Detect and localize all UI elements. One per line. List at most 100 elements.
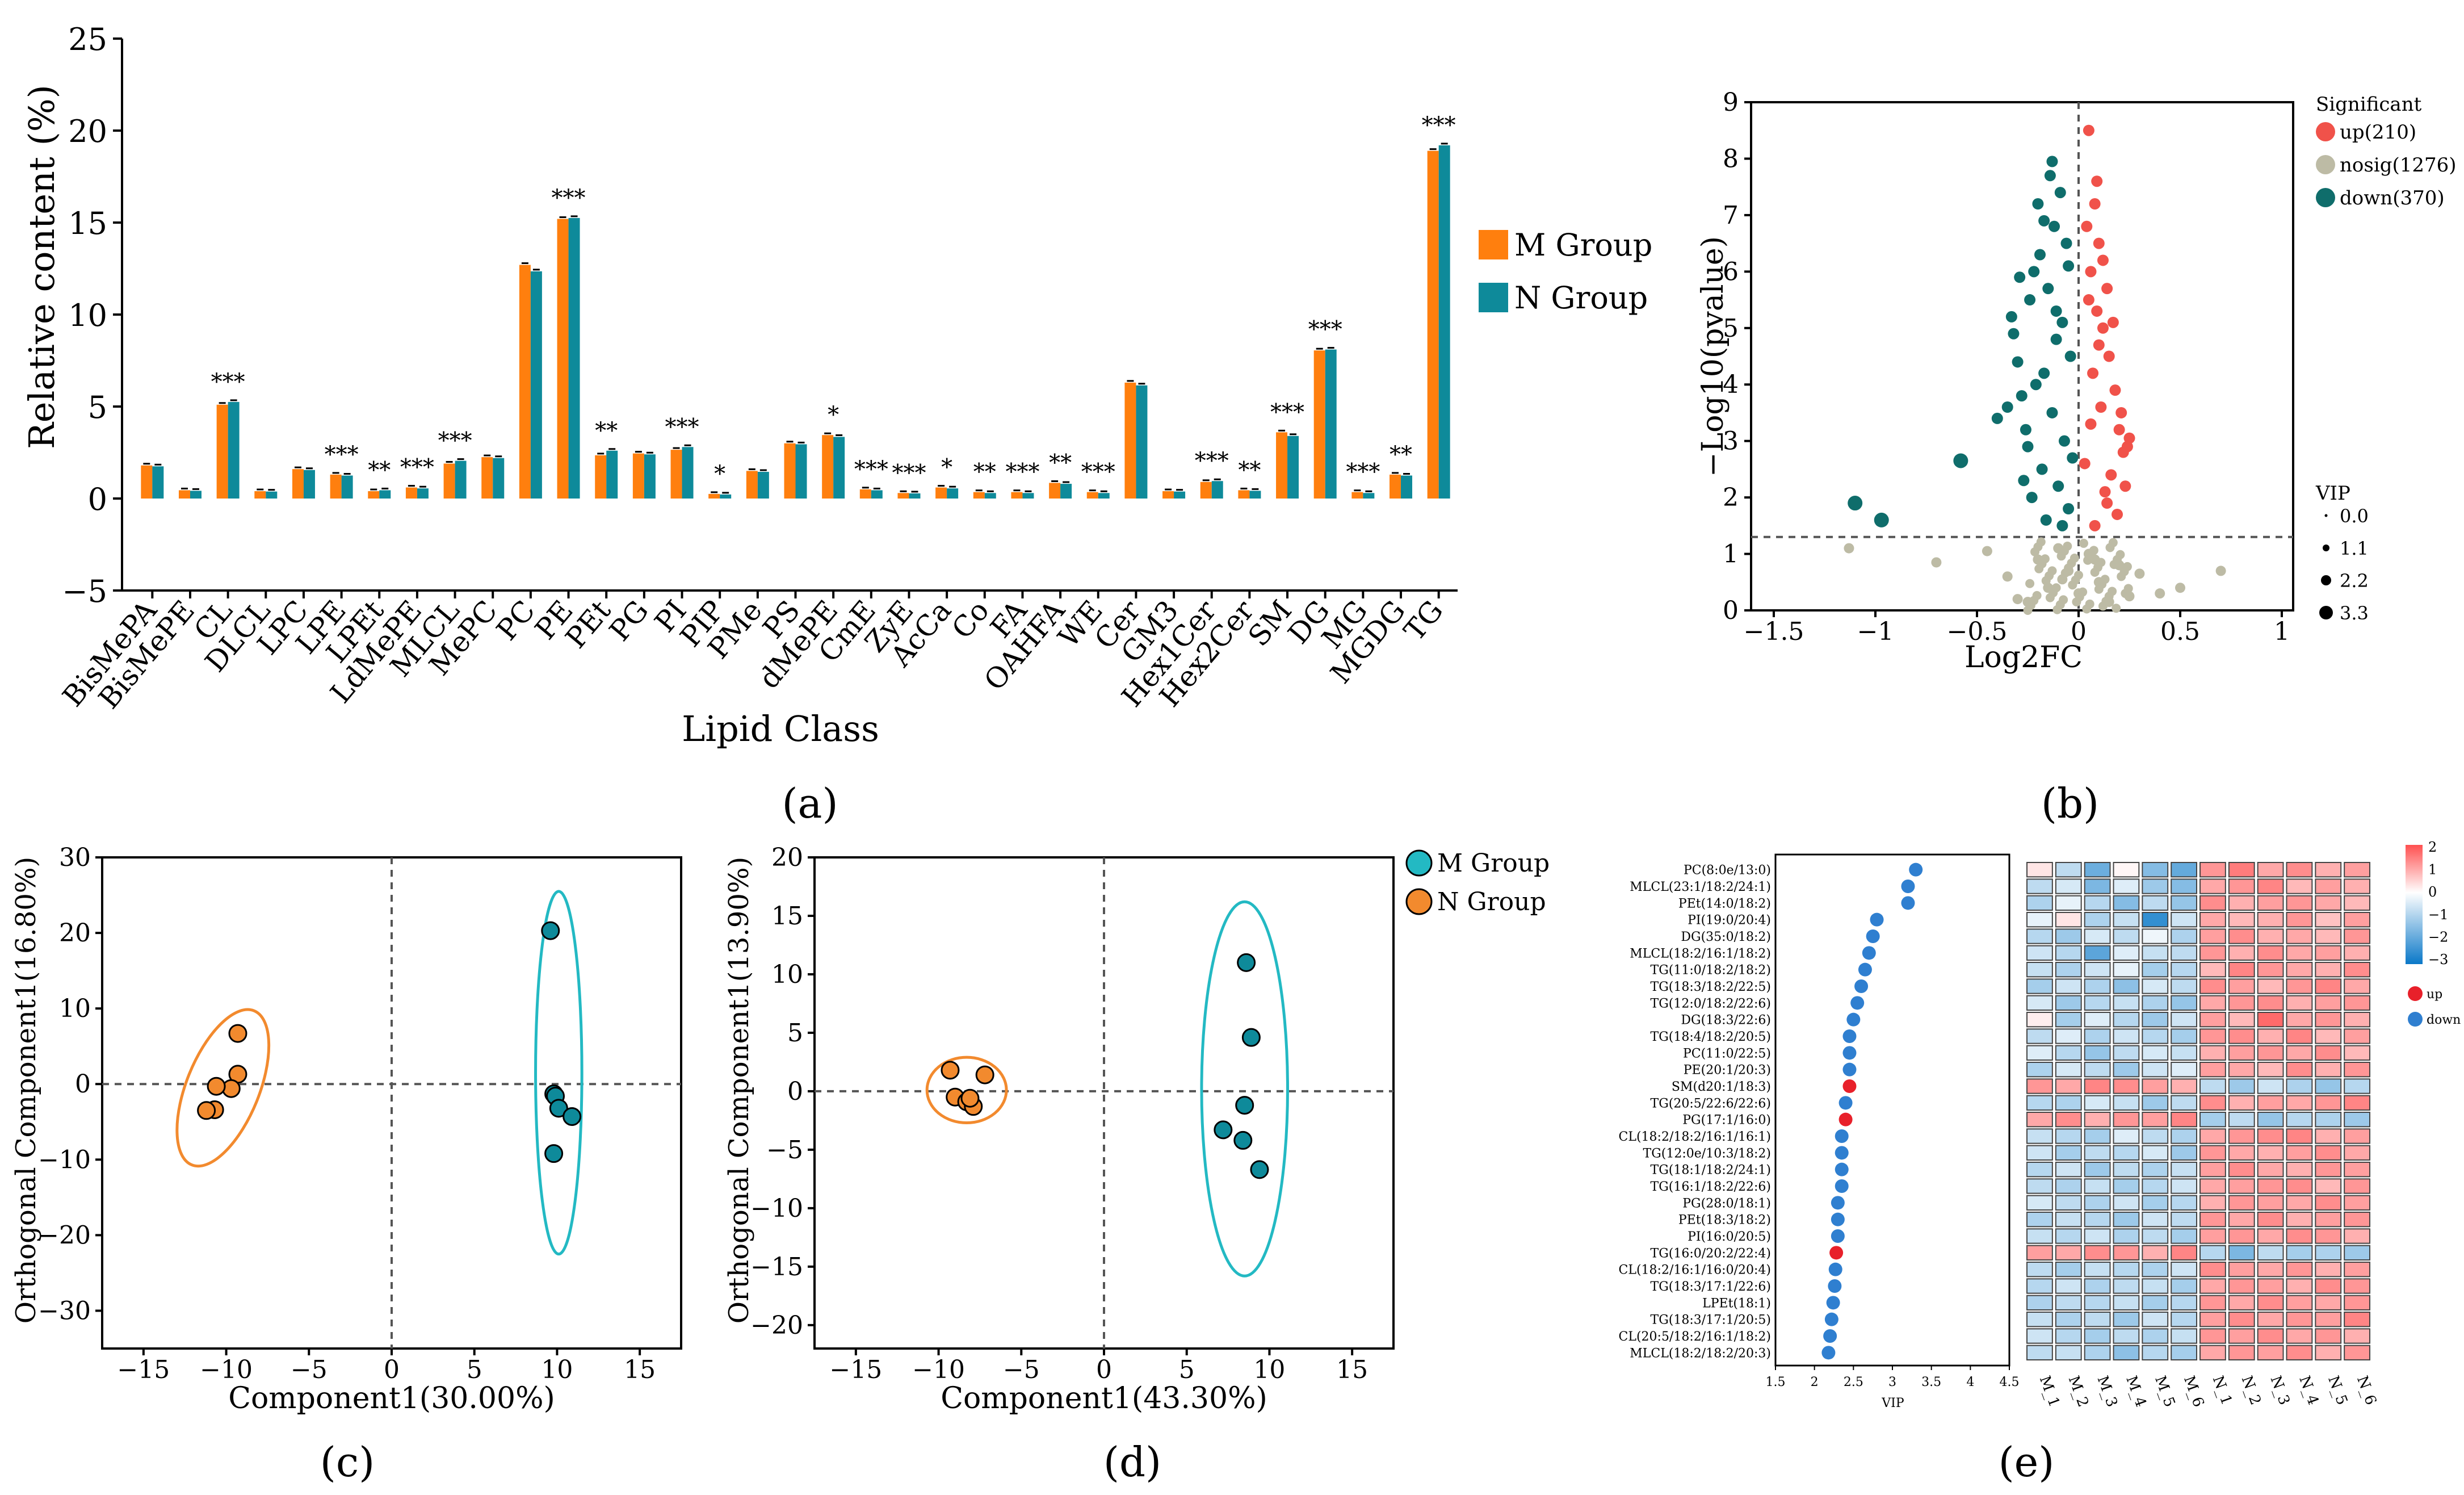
bar-m-group <box>405 487 417 499</box>
heatmap-cell <box>2084 1245 2111 1261</box>
vip-point <box>1823 1329 1837 1343</box>
heatmap-cell <box>2055 978 2082 994</box>
heatmap-cell <box>2055 1128 2082 1144</box>
bar-n-group <box>417 488 429 499</box>
heatmap-cell <box>2315 1112 2342 1128</box>
vip-level-label: 0.0 <box>2340 505 2369 527</box>
bar-n-group <box>493 458 505 499</box>
heatmap-cell <box>2286 862 2313 878</box>
point-nosig <box>2079 538 2088 548</box>
heatmap-cell <box>2026 1245 2053 1261</box>
bar-n-group <box>568 217 580 499</box>
column-label: M_1 <box>2036 1373 2063 1409</box>
bar-n-group <box>1363 493 1375 499</box>
vip-point <box>1835 1179 1849 1193</box>
heatmap-cell <box>2113 945 2140 961</box>
heatmap-cell <box>2199 1112 2226 1128</box>
x-tick-label: PG <box>603 594 655 647</box>
y-tick-label: 3 <box>1723 427 1739 456</box>
heatmap-cell <box>2286 1112 2313 1128</box>
vip-point <box>1831 1229 1845 1243</box>
point-m-group <box>1235 1096 1254 1115</box>
heatmap-cell <box>2113 1162 2140 1178</box>
heatmap-cell <box>2257 1312 2284 1328</box>
heatmap-cell <box>2171 1128 2198 1144</box>
heatmap-cell <box>2171 1195 2198 1211</box>
heatmap-cell <box>2113 878 2140 894</box>
point-down <box>2014 271 2026 283</box>
heatmap-cell <box>2315 1262 2342 1278</box>
point-up <box>2113 424 2125 435</box>
point-up <box>2123 432 2135 444</box>
heatmap-cell <box>2286 1262 2313 1278</box>
x-axis-label: Log2FC <box>1965 640 2083 675</box>
legend-swatch-n-group <box>1479 283 1508 312</box>
x-tick-label: 0 <box>384 1355 400 1384</box>
heatmap-cell <box>2199 878 2226 894</box>
heatmap-cell <box>2142 1095 2169 1111</box>
heatmap-cell <box>2344 1178 2370 1194</box>
heatmap-cell <box>2084 1312 2111 1328</box>
heatmap-cell <box>2171 1262 2198 1278</box>
heatmap-cell <box>2199 1345 2226 1361</box>
heatmap-cell <box>2142 1345 2169 1361</box>
heatmap-cell <box>2344 1078 2370 1094</box>
legend-swatch-m-group <box>1479 230 1508 259</box>
heatmap-cell <box>2055 1062 2082 1078</box>
bar-m-group <box>216 404 228 499</box>
heatmap-cell <box>2113 1345 2140 1361</box>
vip-point <box>1854 979 1869 993</box>
bar-m-group <box>1351 492 1363 499</box>
point-nosig <box>2175 583 2185 593</box>
heatmap-cell <box>2055 1328 2082 1344</box>
row-label: SM(d20:1/18:3) <box>1672 1080 1771 1094</box>
heatmap-cell <box>2026 1345 2053 1361</box>
bar-m-group <box>1390 474 1401 499</box>
heatmap-cell <box>2026 945 2053 961</box>
y-tick-label: −20 <box>750 1311 803 1340</box>
heatmap-cell <box>2113 995 2140 1011</box>
panel-e-vip-heatmap: 1.5 2 2.5 3 3.5 4 4.5 PC(8:0e/13:0) MLCL(23:1/18… <box>1619 839 2461 1486</box>
point-nosig <box>2070 554 2079 563</box>
heatmap-cell <box>2084 1328 2111 1344</box>
x-tick-label: 15 <box>624 1355 656 1384</box>
bar-n-group <box>720 494 732 499</box>
heatmap-cell <box>2084 1345 2111 1361</box>
heatmap-cell <box>2055 962 2082 978</box>
heatmap-cell <box>2199 895 2226 911</box>
y-tick-label: 20 <box>68 114 107 149</box>
vip-legend-title: VIP <box>2315 482 2350 505</box>
x-tick-label: −15 <box>117 1355 170 1384</box>
heatmap-cell <box>2199 1162 2226 1178</box>
vip-level-label: 2.2 <box>2340 570 2369 592</box>
y-tick-label: 1 <box>1723 540 1739 569</box>
heatmap-cell <box>2142 1162 2169 1178</box>
point-n-group <box>228 1024 247 1043</box>
heatmap-cell <box>2344 1228 2370 1244</box>
heatmap-cell <box>2055 1195 2082 1211</box>
heatmap-cell <box>2344 1062 2370 1078</box>
point-up <box>2107 316 2119 328</box>
heatmap-cell <box>2113 1145 2140 1161</box>
y-tick-label: 7 <box>1723 201 1739 230</box>
point-down <box>2050 305 2062 317</box>
heatmap-cell <box>2142 1145 2169 1161</box>
heatmap-cell <box>2055 1278 2082 1294</box>
point-down <box>2038 367 2050 379</box>
bar-m-group <box>897 493 909 499</box>
x-tick-label: −10 <box>200 1355 253 1384</box>
point-nosig <box>2040 554 2050 564</box>
heatmap-cell <box>2257 1145 2284 1161</box>
heatmap-cell <box>2026 1095 2053 1111</box>
point-n-group <box>975 1065 994 1084</box>
heatmap-cell <box>2228 1245 2255 1261</box>
heatmap-cell <box>2228 1028 2255 1044</box>
heatmap-cell <box>2171 978 2198 994</box>
vip-size-marker <box>2323 545 2329 551</box>
heatmap-cell <box>2113 1012 2140 1028</box>
heatmap-cell <box>2286 1278 2313 1294</box>
point-down <box>2054 187 2066 199</box>
heatmap-cell <box>2084 1295 2111 1311</box>
point-down <box>2032 198 2044 210</box>
heatmap-cell <box>2344 995 2370 1011</box>
